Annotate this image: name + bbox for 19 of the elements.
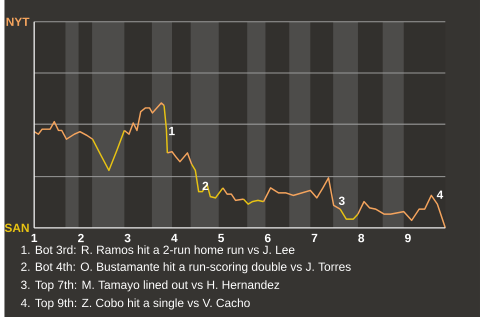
x-tick-label: 8 [358, 234, 364, 242]
x-tick-label: 1 [32, 234, 38, 242]
text: 3. Top 7th: M. Tamayo lined out vs H. Hernandez [21, 280, 280, 292]
x-tick-label: 9 [405, 234, 411, 242]
x-tick-label: 7 [312, 234, 318, 242]
annotation: 2 [202, 182, 208, 190]
annotation: 3 [338, 196, 345, 206]
text: NYT [6, 18, 30, 26]
text: 2. Bot 4th: O. Bustamante hit a run-scoring double vs J. Torres [21, 262, 351, 274]
x-tick-label: 2 [78, 234, 84, 242]
text: SAN [4, 224, 29, 232]
x-tick-label: 6 [264, 234, 271, 242]
x-tick-label: 3 [124, 234, 130, 242]
x-tick-label: 4 [171, 234, 178, 242]
text: 4. Top 9th: Z. Cobo hit a single vs V. Cacho [20, 298, 250, 310]
x-tick-label: 5 [218, 234, 224, 242]
text: 1. Bot 3rd: R. Ramos hit a 2-run home run vs J. Lee [21, 245, 294, 254]
annotation: 4 [436, 190, 444, 199]
annotation: 1 [169, 126, 175, 136]
